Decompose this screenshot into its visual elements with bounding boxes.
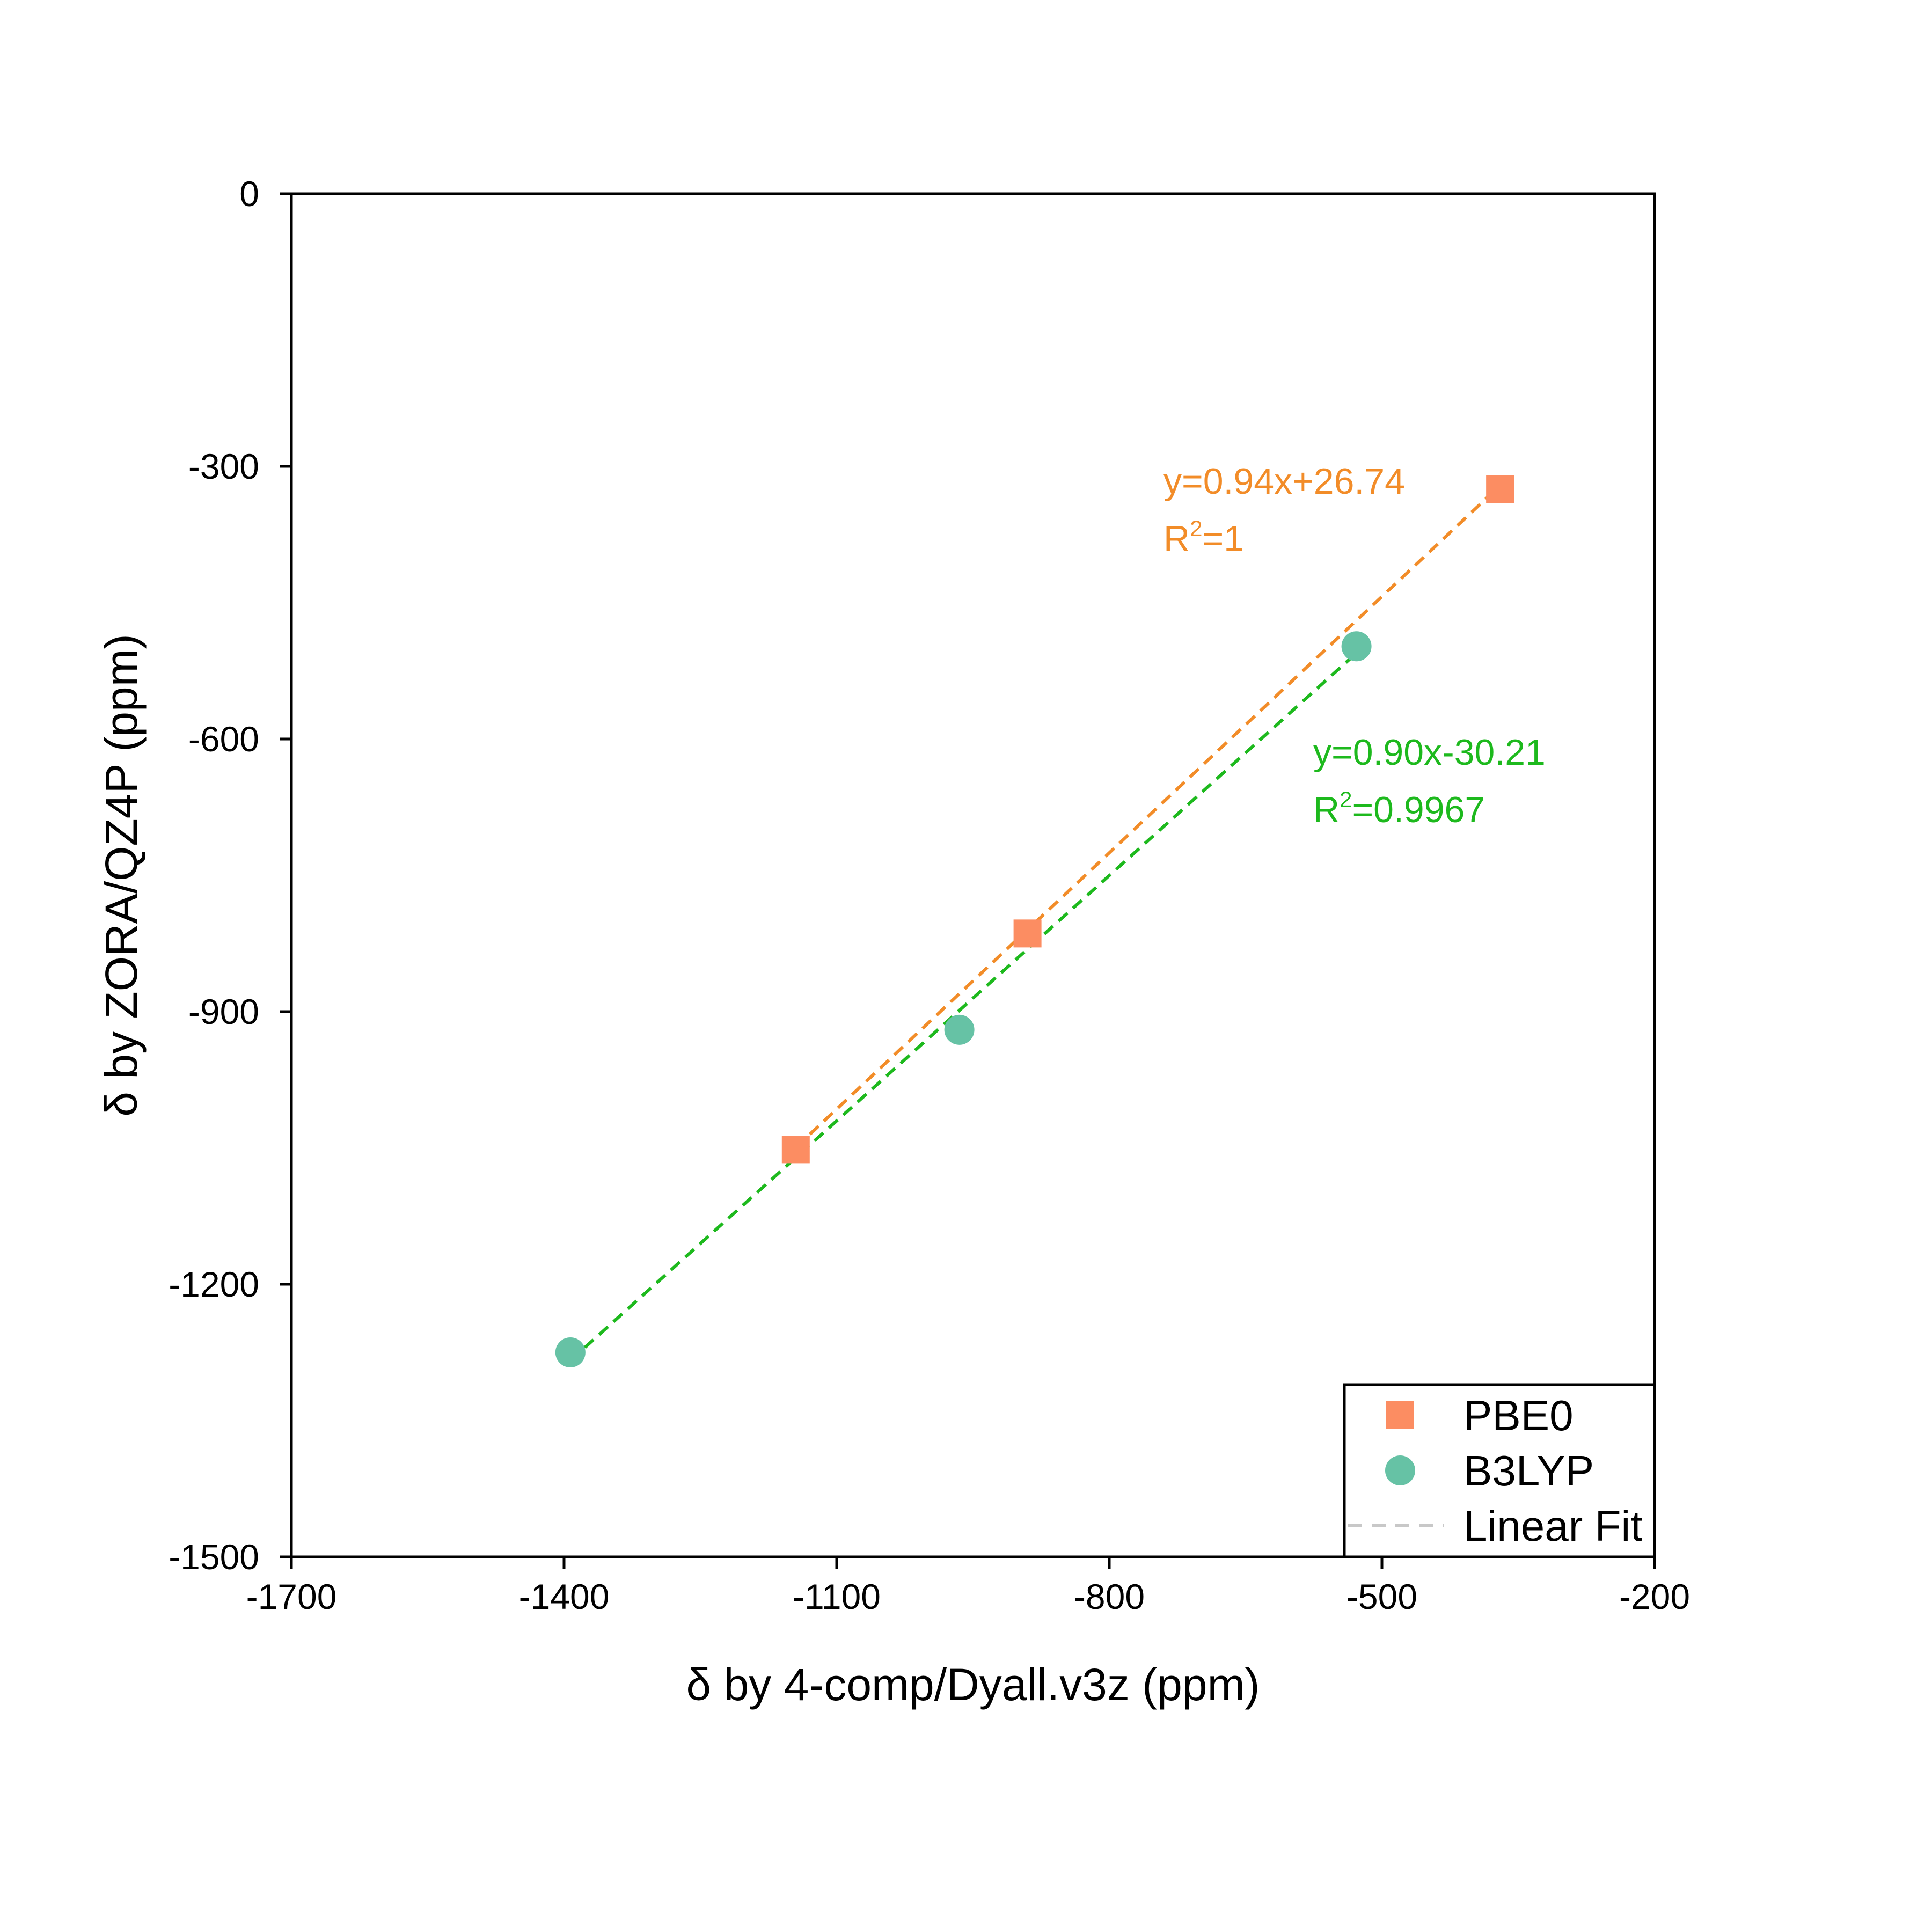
legend-marker-b3lyp	[1385, 1455, 1415, 1485]
y-tick-label: 0	[239, 174, 259, 214]
fit-line-pbe0	[794, 484, 1502, 1149]
y-tick-label: -600	[188, 719, 259, 759]
pbe0-r2: R2=1	[1163, 516, 1244, 559]
b3lyp-equation: y=0.90x-30.21	[1313, 732, 1546, 773]
x-tick-label: -800	[1074, 1577, 1145, 1616]
y-axis-title: δ by ZORA/QZ4P (ppm)	[96, 634, 147, 1116]
fit-line-b3lyp	[569, 652, 1358, 1362]
plot-area-frame	[290, 192, 1656, 1558]
legend-label-pbe0: PBE0	[1463, 1392, 1574, 1439]
legend-marker-pbe0	[1386, 1401, 1414, 1429]
x-tick-label: -1400	[519, 1577, 610, 1616]
x-tick-label: -1100	[793, 1577, 881, 1616]
x-tick-label: -500	[1346, 1577, 1417, 1616]
point-b3lyp	[555, 1337, 586, 1367]
point-pbe0	[1013, 919, 1042, 948]
y-axis-ticks: 0 -300 -600 -900 -1200 -1500	[169, 174, 291, 1577]
pbe0-equation: y=0.94x+26.74	[1163, 461, 1405, 502]
legend-label-linear-fit: Linear Fit	[1463, 1502, 1642, 1550]
x-axis-ticks: -1700 -1400 -1100 -800 -500 -200	[246, 1557, 1690, 1616]
fit-equations: y=0.94x+26.74 R2=1 y=0.90x-30.21 R2=0.99…	[1163, 461, 1546, 830]
x-tick-label: -1700	[246, 1577, 337, 1616]
fit-lines	[569, 484, 1502, 1362]
point-pbe0	[1486, 475, 1514, 503]
point-pbe0	[781, 1136, 810, 1164]
point-b3lyp	[944, 1014, 975, 1045]
x-tick-label: -200	[1619, 1577, 1690, 1616]
y-tick-label: -900	[188, 992, 259, 1031]
y-tick-label: -1500	[169, 1537, 259, 1577]
data-points	[555, 475, 1514, 1367]
b3lyp-r2: R2=0.9967	[1313, 787, 1485, 830]
y-tick-label: -300	[188, 447, 259, 486]
legend-label-b3lyp: B3LYP	[1463, 1447, 1594, 1495]
point-b3lyp	[1341, 631, 1372, 662]
y-tick-label: -1200	[169, 1264, 259, 1304]
x-axis-title: δ by 4-comp/Dyall.v3z (ppm)	[686, 1659, 1260, 1710]
legend: PBE0 B3LYP Linear Fit	[1343, 1383, 1656, 1558]
